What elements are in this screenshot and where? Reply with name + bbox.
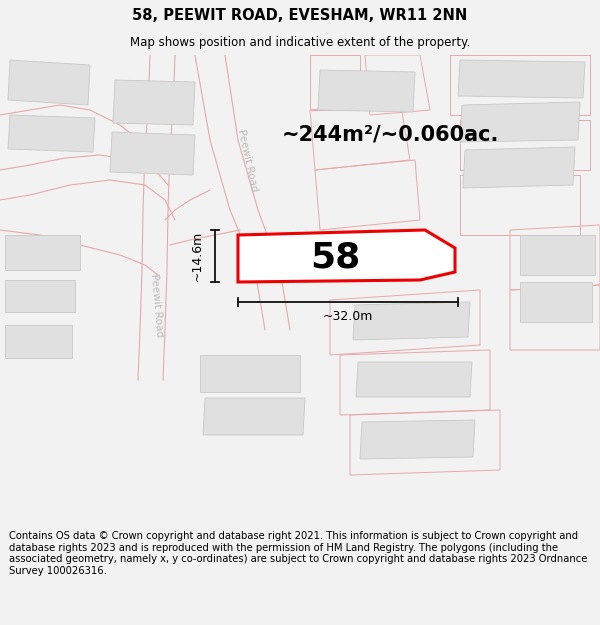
Polygon shape: [8, 60, 90, 105]
Text: 58, PEEWIT ROAD, EVESHAM, WR11 2NN: 58, PEEWIT ROAD, EVESHAM, WR11 2NN: [133, 8, 467, 23]
Polygon shape: [113, 80, 195, 125]
Polygon shape: [460, 102, 580, 142]
Polygon shape: [8, 115, 95, 152]
Text: ~244m²/~0.060ac.: ~244m²/~0.060ac.: [281, 125, 499, 145]
Polygon shape: [5, 280, 75, 312]
Text: ~14.6m: ~14.6m: [191, 231, 203, 281]
Text: ~32.0m: ~32.0m: [323, 309, 373, 322]
Text: Map shows position and indicative extent of the property.: Map shows position and indicative extent…: [130, 36, 470, 49]
Text: Peewit Road: Peewit Road: [149, 273, 165, 337]
Polygon shape: [458, 60, 585, 98]
Polygon shape: [520, 282, 592, 322]
Polygon shape: [200, 355, 300, 392]
Polygon shape: [360, 420, 475, 459]
Polygon shape: [520, 235, 595, 275]
Polygon shape: [238, 230, 455, 282]
Polygon shape: [110, 132, 195, 175]
Text: Peewit Road: Peewit Road: [236, 128, 259, 192]
Text: 58: 58: [310, 241, 360, 275]
Polygon shape: [5, 235, 80, 270]
Polygon shape: [356, 362, 472, 397]
Polygon shape: [318, 70, 415, 112]
Polygon shape: [5, 325, 72, 358]
Polygon shape: [463, 147, 575, 188]
Polygon shape: [203, 398, 305, 435]
Polygon shape: [353, 302, 470, 340]
Text: Contains OS data © Crown copyright and database right 2021. This information is : Contains OS data © Crown copyright and d…: [9, 531, 587, 576]
